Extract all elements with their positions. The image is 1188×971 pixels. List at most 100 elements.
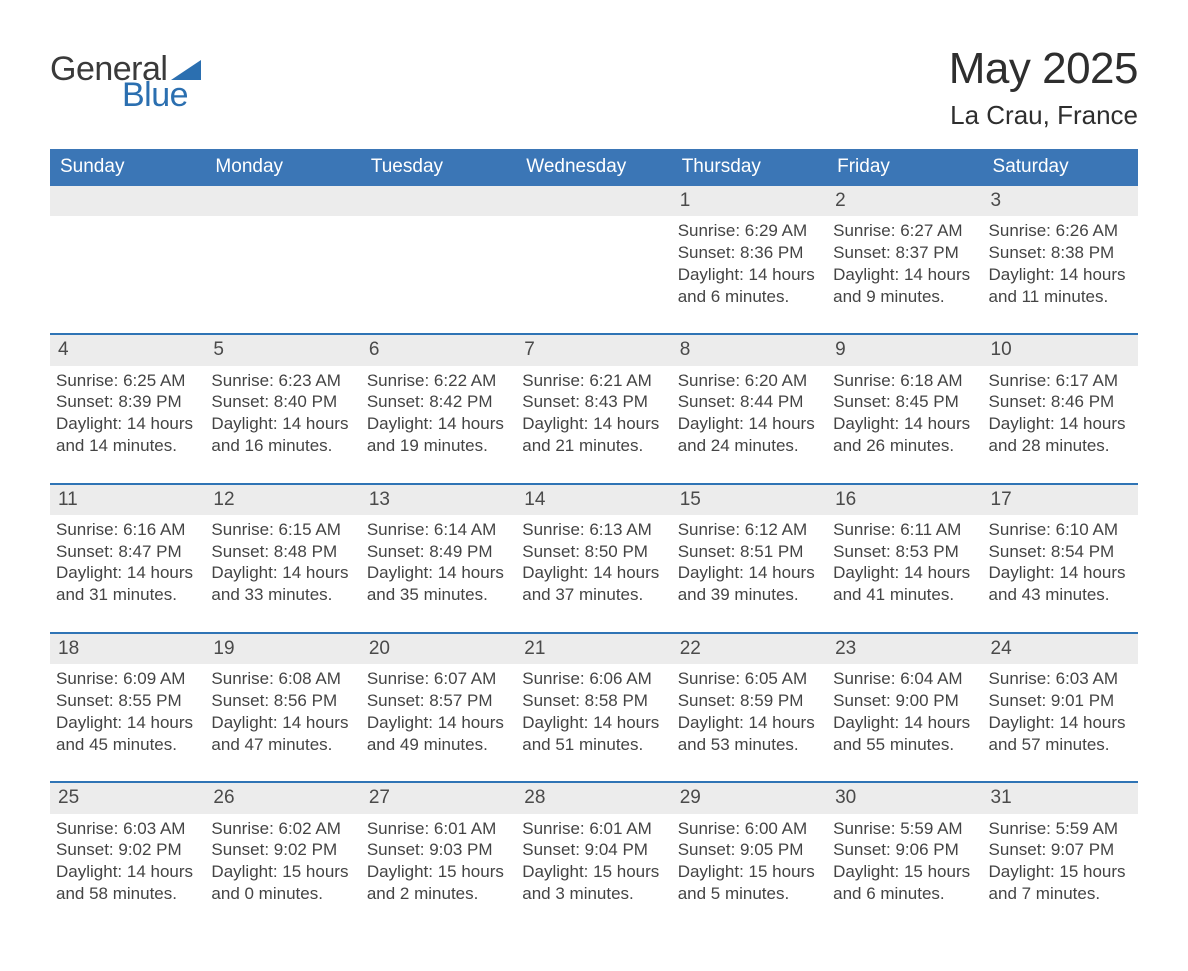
brand-word-2: Blue bbox=[122, 78, 201, 112]
daylight-line: Daylight: 15 hours and 0 minutes. bbox=[211, 861, 354, 905]
calendar-cell: 26 Sunrise: 6:02 AMSunset: 9:02 PMDayligh… bbox=[205, 782, 360, 930]
day-number: 26 bbox=[205, 783, 360, 813]
calendar-cell: 19Sunrise: 6:08 AMSunset: 8:56 PMDayligh… bbox=[205, 633, 360, 782]
weekday-header: Sunday bbox=[50, 149, 205, 186]
daylight-line: Daylight: 14 hours and 43 minutes. bbox=[989, 562, 1132, 606]
daylight-line: Daylight: 14 hours and 19 minutes. bbox=[367, 413, 510, 457]
sunrise-line: Sunrise: 6:20 AM bbox=[678, 370, 821, 392]
day-number: 24 bbox=[983, 634, 1138, 664]
sunrise-line: Sunrise: 6:05 AM bbox=[678, 668, 821, 690]
day-number: 3 bbox=[983, 186, 1138, 216]
calendar-week-row: 18Sunrise: 6:09 AMSunset: 8:55 PMDayligh… bbox=[50, 633, 1138, 782]
calendar-cell: 15 Sunrise: 6:12 AMSunset: 8:51 PMDayligh… bbox=[672, 484, 827, 633]
sunset-line: Sunset: 9:01 PM bbox=[989, 690, 1132, 712]
sunset-line: Sunset: 9:00 PM bbox=[833, 690, 976, 712]
sunset-line: Sunset: 9:04 PM bbox=[522, 839, 665, 861]
calendar-cell bbox=[50, 186, 205, 334]
day-details: Sunrise: 6:22 AMSunset: 8:42 PMDaylight:… bbox=[367, 370, 510, 457]
daylight-line: Daylight: 14 hours and 21 minutes. bbox=[522, 413, 665, 457]
daylight-line: Daylight: 14 hours and 26 minutes. bbox=[833, 413, 976, 457]
daylight-line: Daylight: 14 hours and 58 minutes. bbox=[56, 861, 199, 905]
day-number: 27 bbox=[361, 783, 516, 813]
calendar-cell: 28Sunrise: 6:01 AMSunset: 9:04 PMDayligh… bbox=[516, 782, 671, 930]
weekday-header: Monday bbox=[205, 149, 360, 186]
sunset-line: Sunset: 8:43 PM bbox=[522, 391, 665, 413]
daylight-line: Daylight: 14 hours and 33 minutes. bbox=[211, 562, 354, 606]
day-details: Sunrise: 6:12 AMSunset: 8:51 PMDaylight:… bbox=[678, 519, 821, 606]
sunset-line: Sunset: 9:02 PM bbox=[211, 839, 354, 861]
day-details: Sunrise: 6:00 AMSunset: 9:05 PMDaylight:… bbox=[678, 818, 821, 905]
day-number: 31 bbox=[983, 783, 1138, 813]
calendar-week-row: 25Sunrise: 6:03 AMSunset: 9:02 PMDayligh… bbox=[50, 782, 1138, 930]
daylight-line: Daylight: 14 hours and 39 minutes. bbox=[678, 562, 821, 606]
calendar-cell: 1Sunrise: 6:29 AMSunset: 8:36 PMDaylight… bbox=[672, 186, 827, 334]
sunset-line: Sunset: 8:39 PM bbox=[56, 391, 199, 413]
day-number: 14 bbox=[516, 485, 671, 515]
daylight-line: Daylight: 14 hours and 16 minutes. bbox=[211, 413, 354, 457]
weekday-header: Thursday bbox=[672, 149, 827, 186]
sunset-line: Sunset: 8:36 PM bbox=[678, 242, 821, 264]
sunset-line: Sunset: 9:02 PM bbox=[56, 839, 199, 861]
calendar-cell: 31Sunrise: 5:59 AMSunset: 9:07 PMDayligh… bbox=[983, 782, 1138, 930]
calendar-cell: 8 Sunrise: 6:20 AMSunset: 8:44 PMDaylight… bbox=[672, 334, 827, 483]
day-number: 8 bbox=[672, 335, 827, 365]
sunrise-line: Sunrise: 6:25 AM bbox=[56, 370, 199, 392]
calendar-cell: 9Sunrise: 6:18 AMSunset: 8:45 PMDaylight… bbox=[827, 334, 982, 483]
day-details: Sunrise: 6:02 AMSunset: 9:02 PMDaylight:… bbox=[211, 818, 354, 905]
daylight-line: Daylight: 14 hours and 51 minutes. bbox=[522, 712, 665, 756]
day-number: 20 bbox=[361, 634, 516, 664]
sunrise-line: Sunrise: 5:59 AM bbox=[989, 818, 1132, 840]
sunrise-line: Sunrise: 6:22 AM bbox=[367, 370, 510, 392]
calendar-cell: 5Sunrise: 6:23 AMSunset: 8:40 PMDaylight… bbox=[205, 334, 360, 483]
calendar-cell bbox=[516, 186, 671, 334]
sunrise-line: Sunrise: 6:12 AM bbox=[678, 519, 821, 541]
calendar-cell: 22Sunrise: 6:05 AMSunset: 8:59 PMDayligh… bbox=[672, 633, 827, 782]
day-number-empty bbox=[516, 186, 671, 216]
calendar-cell: 27Sunrise: 6:01 AMSunset: 9:03 PMDayligh… bbox=[361, 782, 516, 930]
calendar-cell: 6Sunrise: 6:22 AMSunset: 8:42 PMDaylight… bbox=[361, 334, 516, 483]
daylight-line: Daylight: 14 hours and 53 minutes. bbox=[678, 712, 821, 756]
sunrise-line: Sunrise: 6:08 AM bbox=[211, 668, 354, 690]
sunrise-line: Sunrise: 6:00 AM bbox=[678, 818, 821, 840]
calendar-week-row: 1Sunrise: 6:29 AMSunset: 8:36 PMDaylight… bbox=[50, 186, 1138, 334]
day-number: 4 bbox=[50, 335, 205, 365]
day-number: 15 bbox=[672, 485, 827, 515]
sunset-line: Sunset: 8:55 PM bbox=[56, 690, 199, 712]
sunset-line: Sunset: 8:44 PM bbox=[678, 391, 821, 413]
day-details: Sunrise: 6:03 AMSunset: 9:02 PMDaylight:… bbox=[56, 818, 199, 905]
sunrise-line: Sunrise: 6:09 AM bbox=[56, 668, 199, 690]
calendar-body: 1Sunrise: 6:29 AMSunset: 8:36 PMDaylight… bbox=[50, 186, 1138, 931]
sunset-line: Sunset: 8:50 PM bbox=[522, 541, 665, 563]
day-details: Sunrise: 6:23 AMSunset: 8:40 PMDaylight:… bbox=[211, 370, 354, 457]
sunset-line: Sunset: 9:06 PM bbox=[833, 839, 976, 861]
calendar-cell: 21Sunrise: 6:06 AMSunset: 8:58 PMDayligh… bbox=[516, 633, 671, 782]
calendar-cell: 12Sunrise: 6:15 AMSunset: 8:48 PMDayligh… bbox=[205, 484, 360, 633]
sunset-line: Sunset: 8:45 PM bbox=[833, 391, 976, 413]
day-details: Sunrise: 6:20 AMSunset: 8:44 PMDaylight:… bbox=[678, 370, 821, 457]
sunrise-line: Sunrise: 6:10 AM bbox=[989, 519, 1132, 541]
day-details: Sunrise: 6:26 AMSunset: 8:38 PMDaylight:… bbox=[989, 220, 1132, 307]
sunrise-line: Sunrise: 5:59 AM bbox=[833, 818, 976, 840]
calendar-cell: 2Sunrise: 6:27 AMSunset: 8:37 PMDaylight… bbox=[827, 186, 982, 334]
sunrise-line: Sunrise: 6:03 AM bbox=[56, 818, 199, 840]
sunset-line: Sunset: 9:07 PM bbox=[989, 839, 1132, 861]
calendar-week-row: 11Sunrise: 6:16 AMSunset: 8:47 PMDayligh… bbox=[50, 484, 1138, 633]
daylight-line: Daylight: 14 hours and 41 minutes. bbox=[833, 562, 976, 606]
day-details: Sunrise: 6:08 AMSunset: 8:56 PMDaylight:… bbox=[211, 668, 354, 755]
title-block: May 2025 La Crau, France bbox=[949, 44, 1138, 131]
day-number-empty bbox=[50, 186, 205, 216]
sunset-line: Sunset: 8:57 PM bbox=[367, 690, 510, 712]
calendar-cell: 23Sunrise: 6:04 AMSunset: 9:00 PMDayligh… bbox=[827, 633, 982, 782]
daylight-line: Daylight: 15 hours and 2 minutes. bbox=[367, 861, 510, 905]
day-details: Sunrise: 6:14 AMSunset: 8:49 PMDaylight:… bbox=[367, 519, 510, 606]
daylight-line: Daylight: 14 hours and 31 minutes. bbox=[56, 562, 199, 606]
sunrise-line: Sunrise: 6:01 AM bbox=[522, 818, 665, 840]
calendar-page: General Blue May 2025 La Crau, France Su… bbox=[0, 0, 1188, 971]
day-number: 28 bbox=[516, 783, 671, 813]
sunrise-line: Sunrise: 6:07 AM bbox=[367, 668, 510, 690]
day-number: 7 bbox=[516, 335, 671, 365]
sunrise-line: Sunrise: 6:16 AM bbox=[56, 519, 199, 541]
sunrise-line: Sunrise: 6:14 AM bbox=[367, 519, 510, 541]
sunset-line: Sunset: 8:48 PM bbox=[211, 541, 354, 563]
day-number: 2 bbox=[827, 186, 982, 216]
